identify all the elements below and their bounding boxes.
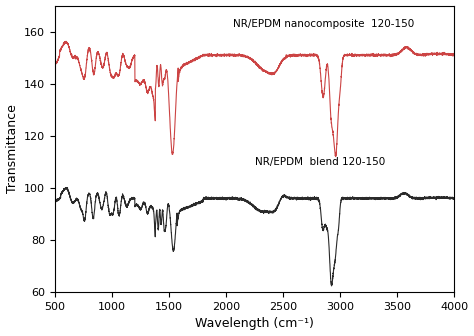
Y-axis label: Transmittance: Transmittance bbox=[6, 104, 18, 193]
X-axis label: Wavelength (cm⁻¹): Wavelength (cm⁻¹) bbox=[195, 318, 314, 330]
Text: NR/EPDM  blend 120-150: NR/EPDM blend 120-150 bbox=[255, 157, 385, 167]
Text: NR/EPDM nanocomposite  120-150: NR/EPDM nanocomposite 120-150 bbox=[233, 19, 414, 29]
